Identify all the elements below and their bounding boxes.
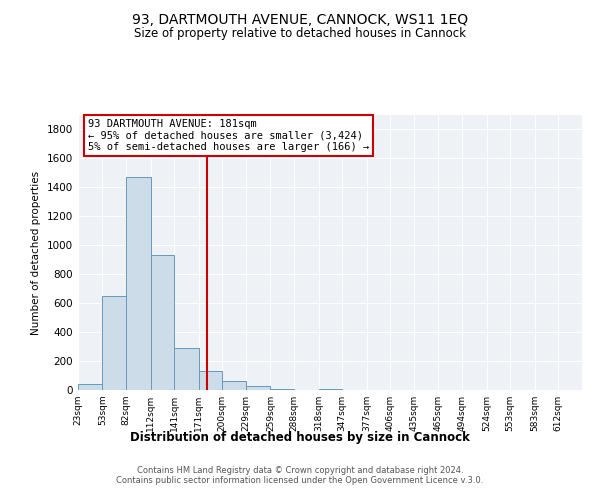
Text: Size of property relative to detached houses in Cannock: Size of property relative to detached ho… <box>134 28 466 40</box>
Bar <box>199 371 223 390</box>
Text: Distribution of detached houses by size in Cannock: Distribution of detached houses by size … <box>130 431 470 444</box>
Bar <box>271 388 294 390</box>
Bar <box>103 296 126 390</box>
Bar <box>319 388 342 390</box>
Bar <box>246 386 271 390</box>
Bar <box>223 380 246 390</box>
Text: 93, DARTMOUTH AVENUE, CANNOCK, WS11 1EQ: 93, DARTMOUTH AVENUE, CANNOCK, WS11 1EQ <box>132 12 468 26</box>
Bar <box>78 384 103 390</box>
Text: 93 DARTMOUTH AVENUE: 181sqm
← 95% of detached houses are smaller (3,424)
5% of s: 93 DARTMOUTH AVENUE: 181sqm ← 95% of det… <box>88 119 370 152</box>
Bar <box>174 348 199 390</box>
Y-axis label: Number of detached properties: Number of detached properties <box>31 170 41 334</box>
Bar <box>126 177 151 390</box>
Bar <box>151 254 174 390</box>
Text: Contains HM Land Registry data © Crown copyright and database right 2024.
Contai: Contains HM Land Registry data © Crown c… <box>116 466 484 485</box>
